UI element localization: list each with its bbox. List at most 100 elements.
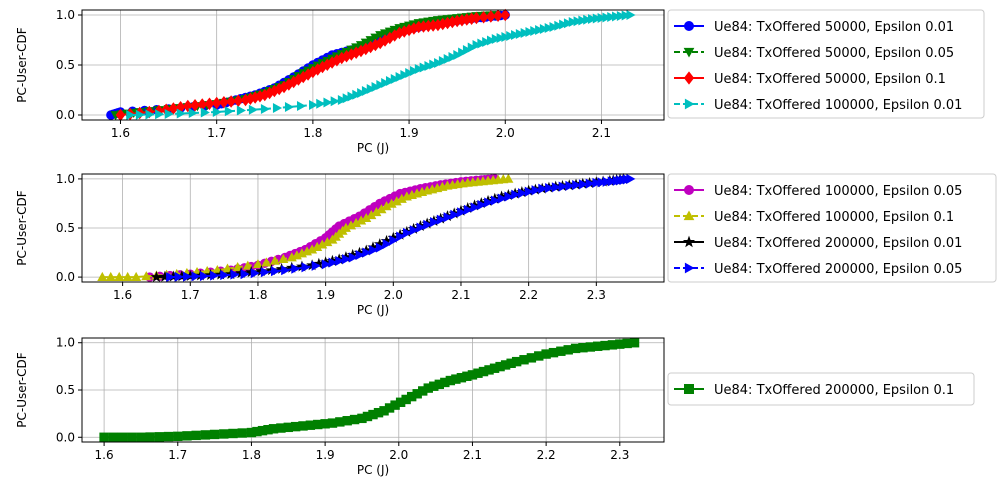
- x-tick-label: 2.3: [587, 288, 606, 302]
- data-point: [272, 102, 283, 114]
- data-point: [117, 432, 128, 442]
- data-point: [572, 179, 582, 191]
- data-point: [182, 431, 192, 441]
- data-point: [191, 271, 201, 282]
- data-point: [503, 173, 514, 183]
- data-point: [226, 95, 236, 108]
- data-point: [242, 260, 253, 270]
- y-tick-label: 0.5: [56, 58, 75, 72]
- data-point: [174, 271, 184, 282]
- data-point: [261, 257, 272, 267]
- data-point: [626, 9, 636, 21]
- x-tick-label: 2.1: [451, 288, 470, 302]
- data-point: [375, 242, 385, 253]
- x-tick-label: 1.7: [181, 288, 200, 302]
- subplot-1: 1.6 1.7 1.8 1.9 2.0 2.1 0.0 0.5 1.0 PC (J) PC-User…: [15, 8, 985, 155]
- data-point: [154, 432, 165, 442]
- data-point: [278, 253, 289, 264]
- data-point: [450, 209, 460, 220]
- data-point: [382, 238, 392, 250]
- y-tick-label: 1.0: [56, 172, 75, 186]
- data-point: [335, 255, 345, 266]
- legend-box: [667, 173, 997, 283]
- data-point: [232, 262, 243, 272]
- x-tick-label: 2.0: [384, 288, 403, 302]
- data-point: [443, 53, 453, 65]
- legend-marker: [684, 21, 694, 31]
- data-point: [155, 109, 165, 120]
- data-point: [436, 214, 446, 225]
- data-point: [114, 271, 125, 281]
- x-tick-label: 2.2: [537, 448, 556, 462]
- data-point: [376, 79, 386, 91]
- y-tick-label: 0.0: [56, 108, 75, 122]
- data-point: [296, 100, 307, 112]
- data-point: [342, 93, 352, 104]
- legend-label: Ue84: TxOffered 100000, Epsilon 0.05: [714, 184, 962, 199]
- y-tick-label: 0.0: [56, 270, 75, 284]
- data-point: [602, 176, 612, 187]
- data-point: [219, 429, 229, 439]
- legend-label: Ue84: TxOffered 200000, Epsilon 0.01: [714, 236, 962, 251]
- legend: Ue84: TxOffered 200000, Epsilon 0.1: [667, 372, 975, 406]
- x-tick-label: 1.9: [316, 288, 335, 302]
- legend-label: Ue84: TxOffered 100000, Epsilon 0.01: [714, 98, 962, 113]
- data-point: [99, 432, 109, 442]
- data-point: [448, 51, 458, 63]
- data-point: [607, 11, 617, 23]
- data-point: [525, 26, 535, 38]
- x-tick-label: 2.0: [389, 448, 408, 462]
- data-point: [371, 81, 381, 93]
- data-point: [402, 227, 413, 238]
- data-point: [578, 179, 589, 190]
- data-point: [500, 8, 511, 22]
- x-axis-label: PC (J): [357, 463, 389, 477]
- data-point: [164, 108, 174, 120]
- data-point: [597, 177, 607, 188]
- data-point: [430, 217, 440, 228]
- data-point: [284, 101, 295, 113]
- data-point: [558, 181, 568, 192]
- data-point: [424, 60, 434, 72]
- data-point: [538, 183, 548, 194]
- legend-marker: [684, 98, 695, 110]
- subplot-2: 1.6 1.7 1.8 1.9 2.0 2.1 2.2 2.3 0.0 0.5 1.0 PC (J) P…: [15, 172, 997, 317]
- data-point: [150, 270, 163, 283]
- data-point: [565, 180, 575, 191]
- data-point: [535, 24, 545, 36]
- x-tick-label: 1.9: [316, 448, 335, 462]
- x-tick-label: 2.1: [592, 126, 611, 140]
- data-point: [410, 65, 420, 77]
- data-point: [191, 430, 201, 441]
- legend-label: Ue84: TxOffered 200000, Epsilon 0.05: [714, 262, 962, 277]
- data-point: [321, 259, 331, 270]
- data-point: [443, 212, 453, 223]
- x-tick-label: 2.3: [610, 448, 629, 462]
- data-point: [97, 271, 108, 281]
- y-tick-label: 1.0: [56, 336, 75, 350]
- data-point: [190, 98, 200, 112]
- data-point: [559, 19, 569, 30]
- data-point: [453, 49, 463, 61]
- data-point: [602, 12, 612, 23]
- data-point: [199, 271, 210, 282]
- legend-label: Ue84: TxOffered 100000, Epsilon 0.1: [714, 210, 954, 225]
- data-point: [381, 77, 391, 89]
- data-point: [472, 39, 482, 51]
- data-point: [400, 69, 410, 81]
- data-point: [230, 269, 240, 280]
- data-point: [414, 63, 424, 75]
- legend: Ue84: TxOffered 50000, Epsilon 0.01 Ue84:…: [667, 9, 985, 119]
- data-point: [252, 259, 264, 269]
- data-point: [173, 431, 183, 442]
- x-tick-label: 1.7: [207, 126, 226, 140]
- data-point: [370, 33, 381, 43]
- data-point: [482, 36, 492, 48]
- data-point: [127, 432, 137, 442]
- data-point: [352, 89, 362, 100]
- subplot-3: 1.6 1.7 1.8 1.9 2.0 2.1 2.2 2.3 0.0 0.5 1.0 PC (J) P…: [15, 336, 975, 477]
- x-tick-label: 1.8: [303, 126, 322, 140]
- data-point: [457, 207, 467, 218]
- y-axis-label: PC-User-CDF: [15, 352, 29, 427]
